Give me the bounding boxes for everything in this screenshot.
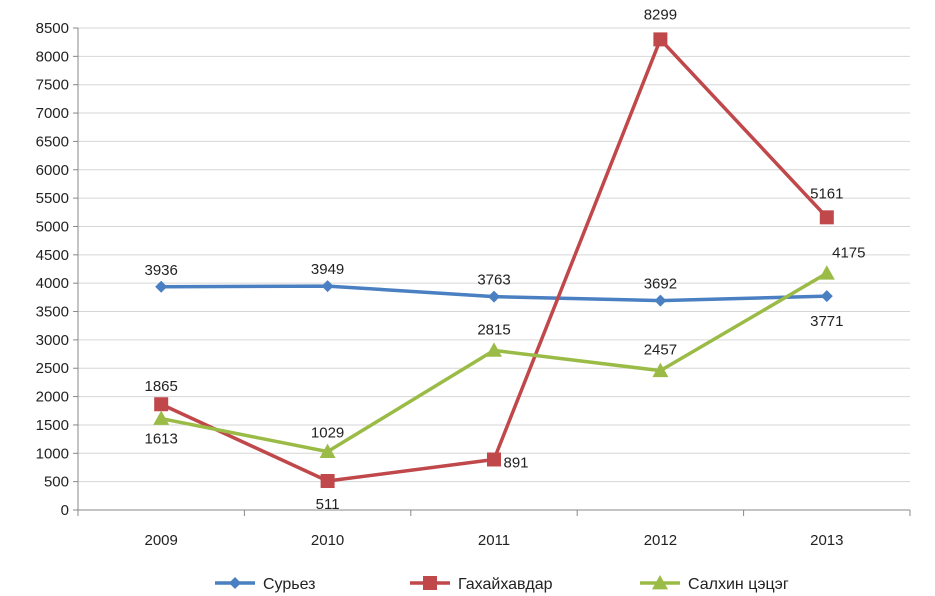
x-tick-label: 2012: [644, 532, 677, 549]
x-tick-label: 2011: [478, 532, 510, 549]
axes: [77, 28, 910, 511]
series-1-marker: [154, 397, 169, 412]
series-2-data-label: 1029: [311, 425, 344, 442]
y-tick-label: 5500: [36, 190, 69, 207]
legend-swatch-marker: [652, 575, 668, 590]
series-1-data-label: 1865: [145, 378, 178, 395]
data-labels: 3936 3949 3763 3692 3771 1865 511 891 8299 5161 16…: [145, 6, 866, 513]
y-tick-label: 4500: [36, 247, 69, 264]
y-tick-label: 3000: [36, 332, 69, 349]
series-2-marker: [153, 410, 170, 425]
y-tick-label: 2500: [36, 360, 69, 377]
gridlines: [78, 27, 910, 483]
series-2-marker: [818, 265, 835, 280]
x-tick-label: 2013: [810, 532, 843, 549]
series-1-data-label: 891: [503, 454, 528, 471]
series-0-data-label: 3771: [810, 313, 843, 330]
legend-swatch-marker: [229, 577, 241, 589]
y-tick-label: 2000: [36, 389, 69, 406]
y-tick-label: 0: [61, 502, 69, 519]
x-axis-ticks: 2009 2010 2011 2012 2013: [77, 510, 911, 549]
series-markers: [153, 32, 835, 489]
y-tick-label: 8000: [36, 48, 69, 65]
x-tick-label: 2009: [145, 532, 178, 549]
y-tick-label: 500: [44, 474, 69, 491]
y-tick-label: 7000: [36, 105, 69, 122]
series-0-marker: [321, 280, 334, 293]
series-0-marker: [820, 290, 833, 303]
y-tick-label: 3500: [36, 304, 69, 321]
series-1-data-label: 5161: [810, 185, 843, 202]
series-0-data-label: 3763: [477, 272, 510, 289]
series-2-data-label: 4175: [832, 244, 865, 261]
series-1-marker: [653, 32, 668, 47]
y-tick-label: 6000: [36, 162, 69, 179]
y-tick-label: 8500: [36, 20, 69, 37]
x-tick-label: 2010: [311, 532, 344, 549]
series-1-marker: [819, 210, 834, 225]
series-1-data-label: 8299: [644, 6, 677, 23]
legend-label: Салхин цэцэг: [688, 576, 789, 593]
series-0-marker: [654, 294, 667, 307]
series-0-marker: [155, 280, 168, 293]
series-2-data-label: 1613: [145, 431, 178, 448]
series-0-data-label: 3692: [644, 276, 677, 293]
y-tick-label: 4000: [36, 275, 69, 292]
series-2-data-label: 2457: [644, 342, 677, 359]
series-1-data-label: 511: [316, 496, 340, 513]
series-0-data-label: 3949: [311, 261, 344, 278]
series-1-marker: [487, 452, 501, 467]
series-2-marker: [486, 342, 502, 357]
y-tick-label: 6500: [36, 133, 69, 150]
legend-label: Сурьез: [263, 576, 316, 593]
series-2-marker: [652, 362, 669, 378]
legend-swatch-marker: [423, 576, 437, 590]
series-0-marker: [488, 290, 500, 303]
y-tick-label: 1500: [36, 417, 69, 434]
y-tick-label: 7500: [36, 77, 69, 94]
legend-label: Гахайхавдар: [458, 576, 553, 593]
series-0-data-label: 3936: [145, 262, 178, 279]
series-2-marker: [319, 443, 336, 459]
series-lines: [160, 37, 829, 483]
y-axis-ticks: 0 500 1000 1500 2000 2500 3000 3500 4000 4500 5000…: [36, 20, 78, 519]
y-tick-label: 1000: [36, 445, 69, 462]
y-tick-label: 5000: [36, 218, 69, 235]
series-2-data-label: 2815: [477, 321, 510, 338]
series-1-line: [160, 37, 829, 483]
legend: Сурьез Гахайхавдар Салхин цэцэг: [215, 575, 789, 593]
series-1-marker: [320, 474, 335, 489]
